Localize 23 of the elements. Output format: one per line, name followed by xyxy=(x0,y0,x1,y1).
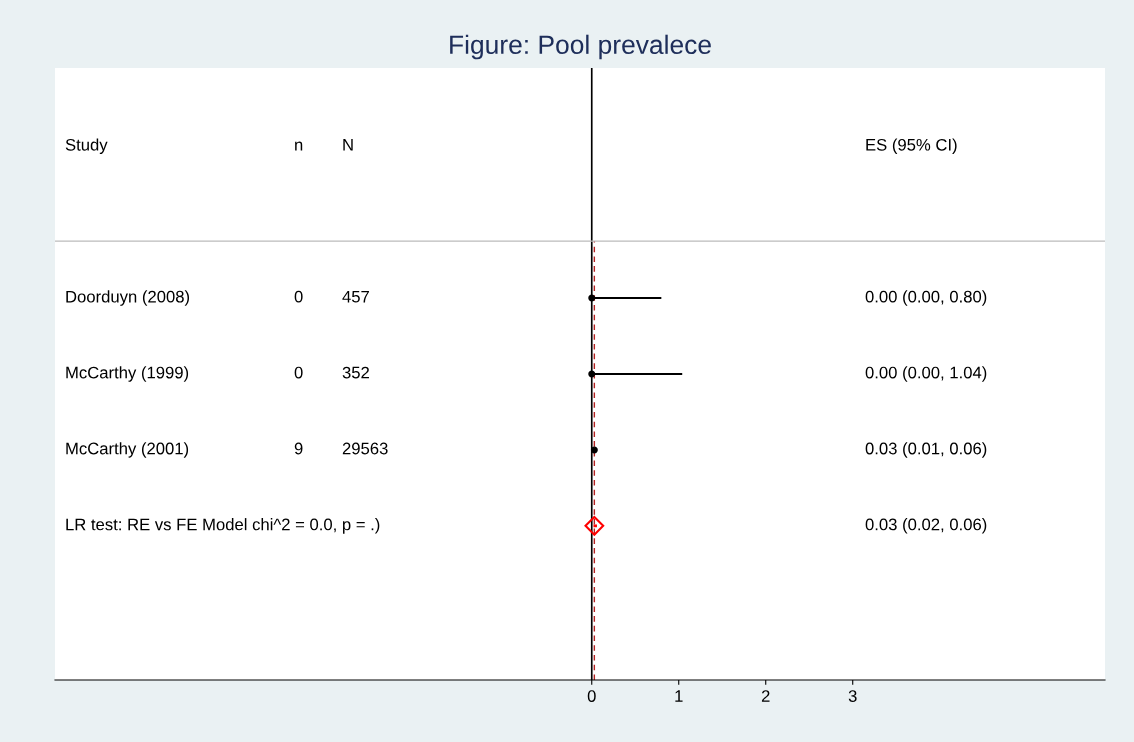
chart-title: Figure: Pool prevalece xyxy=(450,34,711,60)
x-tick-label: 0 xyxy=(587,690,596,702)
text: Study xyxy=(65,138,108,154)
text: ES (95% CI) xyxy=(866,138,957,154)
x-tick-label: 2 xyxy=(761,690,770,702)
annotation: 0 xyxy=(294,366,303,379)
annotation: 0.03 (0.02, 0.06) xyxy=(865,518,987,534)
annotation: 0.00 (0.00, 0.80) xyxy=(865,290,987,306)
x-tick-label: 1 xyxy=(675,690,683,702)
text: n xyxy=(295,141,303,151)
annotation: 9 xyxy=(294,442,303,455)
annotation: 29563 xyxy=(342,442,388,455)
annotation: 352 xyxy=(342,366,369,379)
y-tick-label: Doorduyn (2008) xyxy=(66,290,190,306)
annotation: 0.03 (0.01, 0.06) xyxy=(865,442,987,458)
y-tick-label: McCarthy (2001) xyxy=(66,442,189,458)
annotation: 0.00 (0.00, 1.04) xyxy=(865,366,987,382)
x-tick-label: 3 xyxy=(848,690,857,702)
annotation: 0 xyxy=(294,290,303,303)
text: N xyxy=(343,139,353,151)
annotation: 457 xyxy=(342,290,369,303)
y-tick-label: McCarthy (1999) xyxy=(66,366,189,382)
y-tick-label: LR test: RE vs FE Model chi^2 = 0.0, p = .) xyxy=(66,518,380,534)
